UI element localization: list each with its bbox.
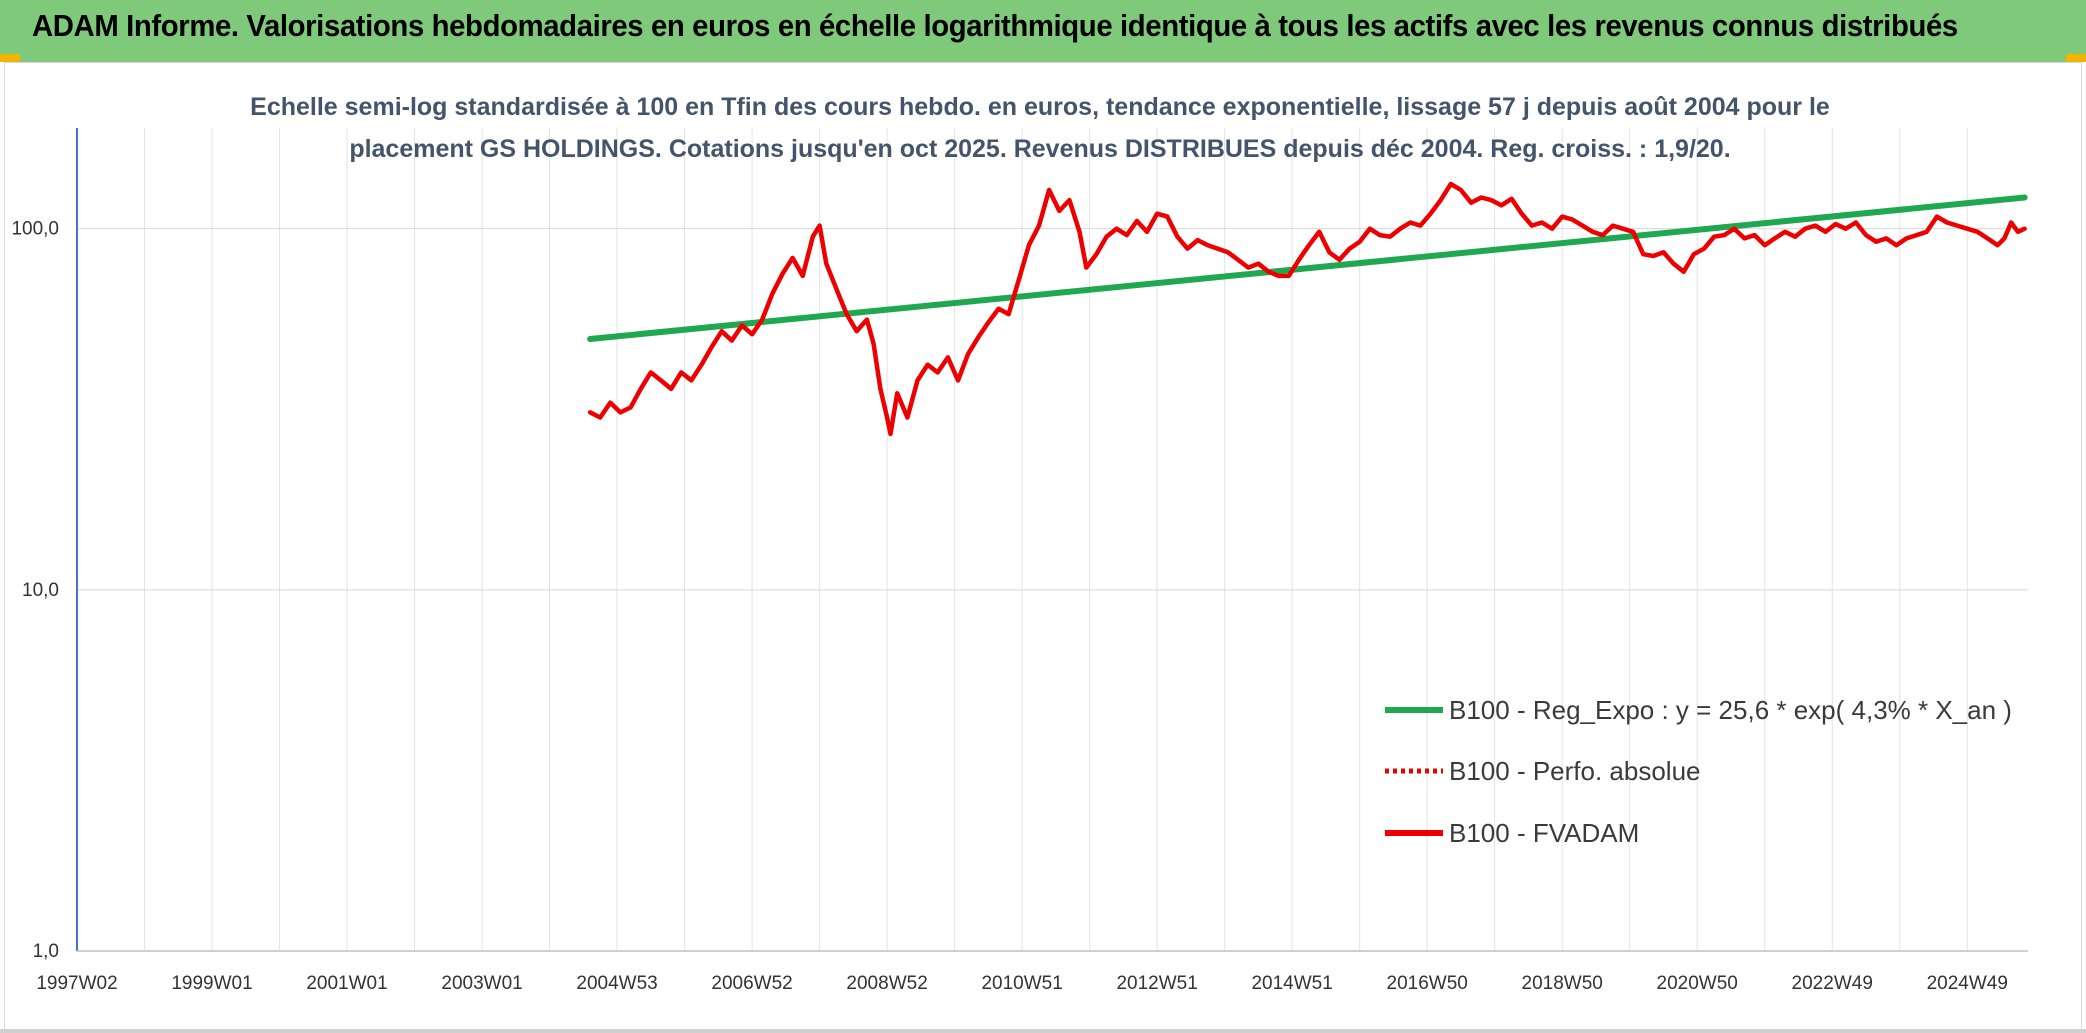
x-tick-label: 2018W50: [1522, 973, 1603, 994]
chart-subtitle-line-1: Echelle semi-log standardisée à 100 en T…: [250, 93, 1830, 121]
x-tick-label: 1997W02: [36, 973, 117, 994]
x-tick-label: 2014W51: [1251, 973, 1332, 994]
report-title: ADAM Informe. Valorisations hebdomadaire…: [32, 8, 1958, 43]
corner-marker-left: [0, 54, 20, 62]
x-tick-label: 2010W51: [981, 973, 1062, 994]
trend-line: [587, 194, 2028, 342]
x-tick-label: 2003W01: [441, 973, 522, 994]
x-tick-label: 2022W49: [1792, 973, 1873, 994]
series-layer: [587, 181, 2028, 437]
bottom-edge: [0, 1029, 2086, 1033]
y-tick-label: 1,0: [33, 941, 59, 962]
x-tick-label: 1999W01: [171, 973, 252, 994]
corner-marker-right: [2066, 54, 2086, 62]
x-tick-label: 2020W50: [1657, 973, 1738, 994]
x-tick-label: 2012W51: [1116, 973, 1197, 994]
x-tick-label: 2006W52: [711, 973, 792, 994]
y-tick-label: 10,0: [22, 580, 59, 601]
y-tick-label: 100,0: [11, 219, 59, 240]
legend: B100 - Reg_Expo : y = 25,6 * exp( 4,3% *…: [1385, 695, 2012, 848]
header-bar: [0, 0, 2086, 62]
grid-layer: [76, 128, 2028, 952]
x-tick-label: 2016W50: [1387, 973, 1468, 994]
legend-label-fvadam: B100 - FVADAM: [1449, 818, 1639, 848]
text-layer: Echelle semi-log standardisée à 100 en T…: [11, 93, 2007, 994]
x-tick-label: 2004W53: [576, 973, 657, 994]
chart-subtitle-line-2: placement GS HOLDINGS. Cotations jusqu'e…: [349, 135, 1730, 163]
x-tick-label: 2001W01: [306, 973, 387, 994]
fvadam-line: [587, 181, 2027, 437]
x-tick-label: 2024W49: [1927, 973, 2008, 994]
legend-label-trend: B100 - Reg_Expo : y = 25,6 * exp( 4,3% *…: [1449, 695, 2012, 725]
x-tick-label: 2008W52: [846, 973, 927, 994]
legend-label-perfo: B100 - Perfo. absolue: [1449, 756, 1701, 786]
